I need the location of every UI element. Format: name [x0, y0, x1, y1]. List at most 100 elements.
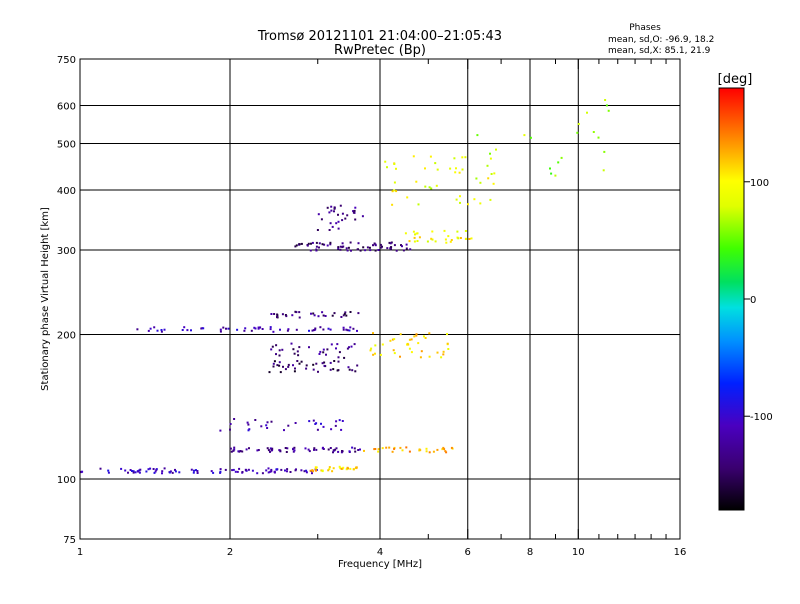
data-point	[336, 343, 339, 346]
data-point	[345, 314, 348, 317]
data-point	[321, 469, 324, 472]
data-point	[464, 156, 467, 159]
data-point	[285, 315, 288, 318]
data-point	[444, 450, 447, 453]
colorbar-tick-label: 100	[750, 178, 769, 189]
data-point	[298, 346, 301, 349]
data-point	[229, 423, 232, 425]
data-point	[428, 332, 431, 335]
data-point	[353, 209, 356, 212]
data-point	[417, 342, 420, 345]
x-tick-label: 1	[77, 547, 83, 558]
data-point	[330, 428, 333, 431]
data-point	[354, 370, 357, 373]
data-point	[195, 469, 197, 472]
data-point	[350, 249, 352, 252]
data-point	[369, 349, 372, 352]
data-point	[333, 360, 336, 362]
data-point	[401, 449, 404, 452]
colorbar-ticks: 100 0 -100	[744, 178, 773, 423]
data-point	[307, 242, 310, 245]
data-point	[234, 470, 237, 473]
data-point	[332, 368, 335, 371]
data-point	[347, 366, 350, 369]
data-point	[423, 335, 425, 338]
data-point	[341, 242, 344, 245]
data-point	[402, 249, 405, 252]
data-point	[363, 449, 365, 452]
data-point	[178, 471, 181, 474]
data-point	[284, 314, 287, 316]
data-point	[298, 316, 301, 319]
y-axis-ticks: 75 100 200 300 400 500 600 750	[57, 55, 680, 546]
data-point	[319, 350, 322, 353]
data-point	[246, 421, 249, 424]
data-point	[268, 371, 271, 374]
data-point	[315, 362, 318, 365]
data-point	[287, 365, 290, 368]
stats-line2: mean, sd,X: 85.1, 21.9	[608, 46, 711, 56]
data-point	[442, 353, 445, 356]
data-point	[300, 469, 303, 472]
data-point	[273, 470, 276, 473]
data-point	[436, 168, 439, 171]
data-point	[430, 187, 433, 190]
data-point	[124, 469, 127, 472]
data-point	[473, 198, 476, 201]
data-point	[276, 468, 279, 471]
data-point	[294, 367, 296, 370]
data-point	[265, 469, 268, 472]
data-point	[337, 356, 340, 359]
data-point	[323, 364, 326, 367]
data-point	[346, 347, 349, 350]
data-point	[310, 312, 312, 315]
data-point	[391, 203, 394, 206]
data-point	[321, 362, 324, 365]
data-point	[309, 249, 312, 252]
data-point	[405, 243, 408, 246]
data-point	[161, 472, 163, 475]
data-point	[284, 469, 286, 472]
data-point	[311, 329, 314, 332]
data-point	[329, 328, 332, 331]
data-point	[334, 424, 337, 427]
data-point	[348, 368, 351, 371]
data-point	[453, 157, 456, 160]
data-point	[321, 311, 324, 314]
data-point	[391, 190, 394, 193]
data-point	[308, 420, 311, 423]
data-point	[349, 311, 352, 313]
data-point	[294, 422, 297, 424]
data-point	[348, 329, 351, 332]
data-point	[298, 243, 301, 246]
data-point	[331, 314, 334, 317]
data-point	[328, 211, 331, 214]
data-point	[219, 470, 222, 473]
data-point	[260, 425, 263, 428]
data-point	[132, 470, 135, 473]
data-point	[304, 447, 307, 450]
data-point	[295, 328, 298, 331]
data-point	[576, 131, 579, 134]
data-point	[247, 429, 250, 432]
data-point	[341, 212, 344, 215]
data-point	[261, 328, 264, 330]
data-point	[337, 246, 340, 249]
data-point	[577, 123, 580, 125]
data-point	[244, 468, 247, 471]
data-point	[329, 361, 332, 364]
data-point	[297, 354, 300, 357]
data-point	[322, 348, 325, 351]
data-point	[372, 353, 375, 356]
data-point	[314, 328, 317, 331]
data-point	[461, 156, 464, 159]
data-point	[281, 348, 284, 351]
data-point	[597, 136, 600, 139]
data-point	[334, 448, 337, 451]
data-point	[174, 468, 176, 471]
data-point	[370, 347, 373, 350]
data-point	[344, 311, 347, 314]
data-point	[412, 230, 415, 233]
data-point	[313, 314, 316, 317]
data-point	[357, 312, 360, 315]
